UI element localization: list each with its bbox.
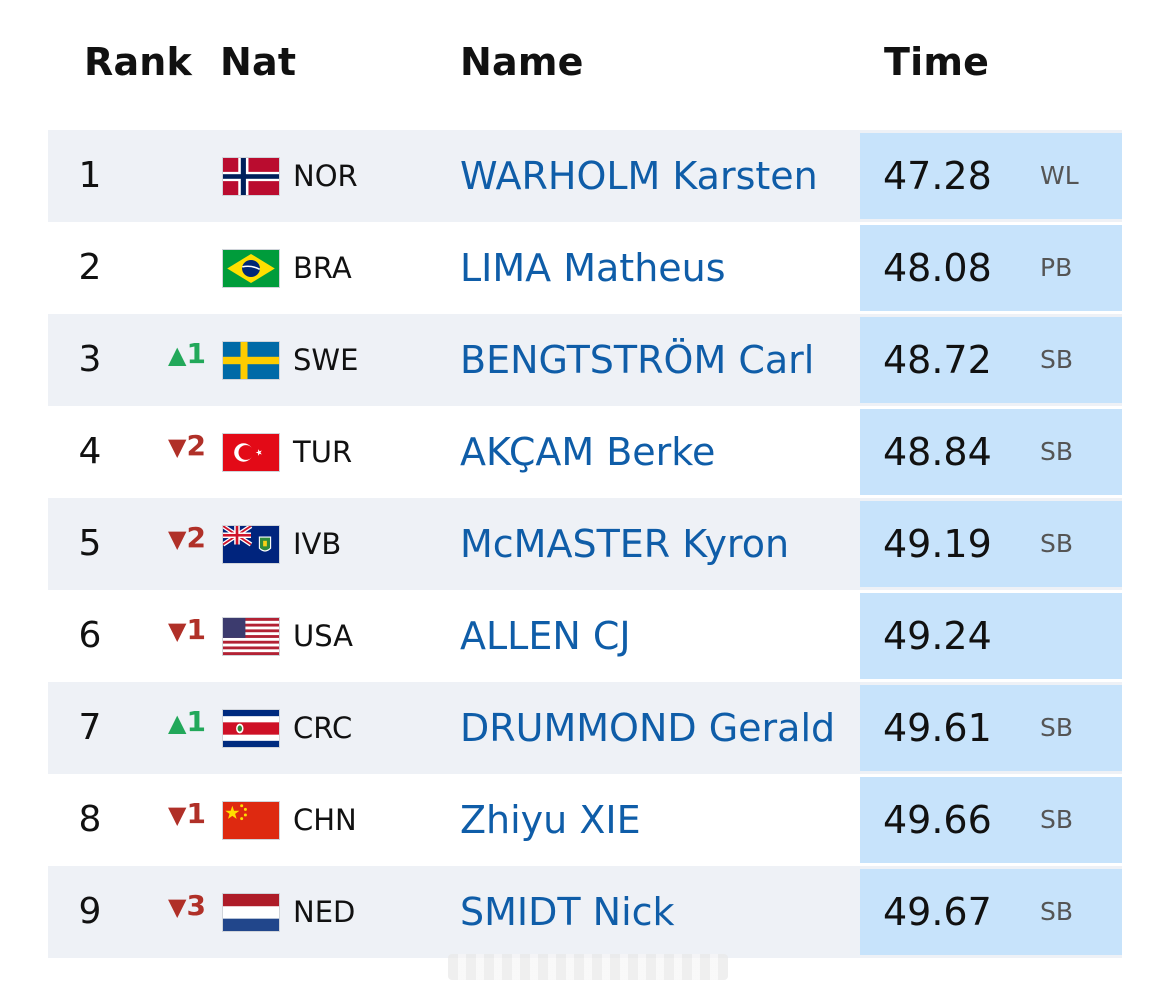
- rank-change-down: ▼1: [168, 797, 206, 830]
- time-cell-bg: [860, 869, 1122, 955]
- nat-code: SWE: [293, 343, 359, 377]
- time-cell-bg: [860, 317, 1122, 403]
- nat-code: IVB: [293, 527, 342, 561]
- rank-change-down: ▼1: [168, 613, 206, 646]
- athlete-name-link[interactable]: SMIDT Nick: [460, 890, 675, 934]
- table-row: 4 ▼2 TUR AKÇAM Berke 48.84 SB: [48, 406, 1122, 498]
- rank-cell: 2: [78, 247, 102, 288]
- record-note: SB: [1040, 345, 1074, 374]
- triangle-up-icon: ▲: [168, 709, 187, 737]
- athlete-name-link[interactable]: ALLEN CJ: [460, 614, 631, 658]
- rank-cell: 4: [78, 431, 102, 472]
- record-note: SB: [1040, 805, 1074, 834]
- time-value: 48.72: [883, 338, 992, 382]
- triangle-down-icon: ▼: [168, 525, 187, 553]
- athlete-name-link[interactable]: AKÇAM Berke: [460, 430, 716, 474]
- rank-cell: 6: [78, 615, 102, 656]
- time-cell-bg: [860, 685, 1122, 771]
- table-row: 8 ▼1 CHN Zhiyu XIE 49.66 SB: [48, 774, 1122, 866]
- athlete-name-link[interactable]: DRUMMOND Gerald: [460, 706, 836, 750]
- athlete-name-link[interactable]: McMASTER Kyron: [460, 522, 790, 566]
- header-name: Name: [460, 40, 584, 84]
- nat-code: USA: [293, 619, 354, 653]
- time-value: 49.66: [883, 798, 992, 842]
- record-note: SB: [1040, 437, 1074, 466]
- china-flag-icon: [222, 801, 280, 840]
- nat-code: NOR: [293, 159, 358, 193]
- time-value: 48.08: [883, 246, 992, 290]
- rank-cell: 5: [78, 523, 102, 564]
- triangle-down-icon: ▼: [168, 893, 187, 921]
- triangle-up-icon: ▲: [168, 341, 187, 369]
- netherlands-flag-icon: [222, 893, 280, 932]
- nat-code: TUR: [293, 435, 353, 469]
- triangle-down-icon: ▼: [168, 617, 187, 645]
- record-note: WL: [1040, 161, 1079, 190]
- table-row: 5 ▼2 IVB McMASTER Kyron 49.19 SB: [48, 498, 1122, 590]
- rank-change-down: ▼2: [168, 521, 206, 554]
- time-value: 49.24: [883, 614, 992, 658]
- rank-change-up: ▲1: [168, 705, 206, 738]
- virgin-islands-flag-icon: [222, 525, 280, 564]
- athlete-name-link[interactable]: BENGTSTRÖM Carl: [460, 338, 815, 382]
- time-value: 49.19: [883, 522, 992, 566]
- header-time: Time: [884, 40, 990, 84]
- rank-cell: 8: [78, 799, 102, 840]
- athlete-name-link[interactable]: LIMA Matheus: [460, 246, 726, 290]
- watermark: [448, 954, 728, 980]
- time-cell-bg: [860, 409, 1122, 495]
- time-cell-bg: [860, 133, 1122, 219]
- nat-code: CHN: [293, 803, 357, 837]
- norway-flag-icon: [222, 157, 280, 196]
- results-table-header: Rank Nat Name Time: [0, 0, 1170, 130]
- time-value: 49.61: [883, 706, 992, 750]
- sweden-flag-icon: [222, 341, 280, 380]
- table-row: 1 NOR WARHOLM Karsten 47.28 WL: [48, 130, 1122, 222]
- header-rank: Rank: [84, 40, 193, 84]
- time-cell-bg: [860, 501, 1122, 587]
- table-row: 6 ▼1 USA ALLEN CJ 49.24: [48, 590, 1122, 682]
- table-row: 2 BRA LIMA Matheus 48.08 PB: [48, 222, 1122, 314]
- nat-code: BRA: [293, 251, 352, 285]
- rank-change-up: ▲1: [168, 337, 206, 370]
- time-cell-bg: [860, 593, 1122, 679]
- turkey-flag-icon: [222, 433, 280, 472]
- nat-code: CRC: [293, 711, 353, 745]
- athlete-name-link[interactable]: WARHOLM Karsten: [460, 154, 818, 198]
- rank-cell: 3: [78, 339, 102, 380]
- rank-cell: 9: [78, 891, 102, 932]
- rank-change-down: ▼3: [168, 889, 206, 922]
- athlete-name-link[interactable]: Zhiyu XIE: [460, 798, 641, 842]
- rank-cell: 1: [78, 155, 102, 196]
- time-value: 49.67: [883, 890, 992, 934]
- nat-code: NED: [293, 895, 356, 929]
- table-row: 7 ▲1 CRC DRUMMOND Gerald 49.61 SB: [48, 682, 1122, 774]
- time-value: 47.28: [883, 154, 992, 198]
- usa-flag-icon: [222, 617, 280, 656]
- brazil-flag-icon: [222, 249, 280, 288]
- rank-change-down: ▼2: [168, 429, 206, 462]
- table-row: 9 ▼3 NED SMIDT Nick 49.67 SB: [48, 866, 1122, 958]
- time-cell-bg: [860, 777, 1122, 863]
- time-value: 48.84: [883, 430, 992, 474]
- costa-rica-flag-icon: [222, 709, 280, 748]
- time-cell-bg: [860, 225, 1122, 311]
- record-note: SB: [1040, 529, 1074, 558]
- record-note: PB: [1040, 253, 1073, 282]
- results-table: 1 NOR WARHOLM Karsten 47.28 WL 2 BRA LIM…: [48, 130, 1122, 958]
- table-row: 3 ▲1 SWE BENGTSTRÖM Carl 48.72 SB: [48, 314, 1122, 406]
- record-note: SB: [1040, 713, 1074, 742]
- header-nat: Nat: [220, 40, 297, 84]
- rank-cell: 7: [78, 707, 102, 748]
- triangle-down-icon: ▼: [168, 433, 187, 461]
- record-note: SB: [1040, 897, 1074, 926]
- triangle-down-icon: ▼: [168, 801, 187, 829]
